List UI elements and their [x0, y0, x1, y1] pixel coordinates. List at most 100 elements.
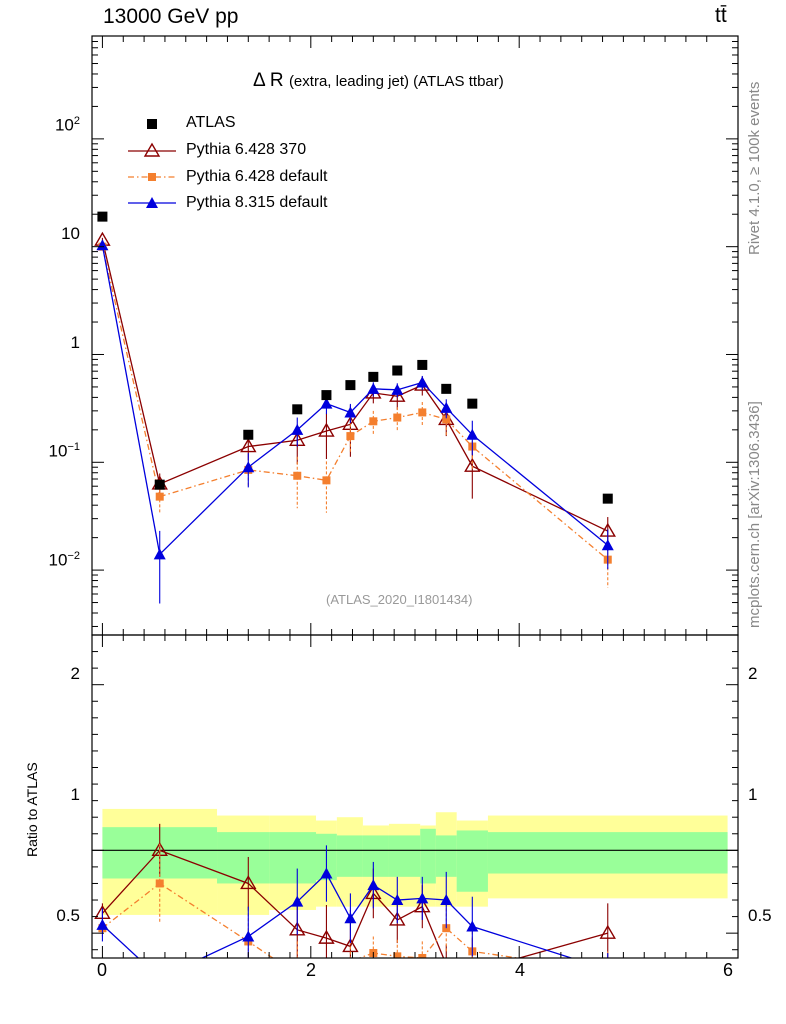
point-atlas — [441, 383, 452, 394]
point-py8-default — [242, 461, 255, 473]
point-py6-370 — [240, 438, 257, 453]
bot-ytick-label-2: 2 — [70, 664, 80, 683]
point-py8-default — [391, 383, 404, 395]
xtick-label-6: 6 — [723, 960, 734, 980]
top-ytick-label-1e-2: 10−2 — [48, 550, 80, 570]
point-py8-default — [466, 428, 479, 440]
ratio-point-py8-default — [344, 912, 357, 924]
bot-ytick-label-1: 1 — [70, 785, 80, 804]
point-py6-370 — [318, 422, 335, 437]
ratio-point-py8-default — [391, 894, 404, 906]
top-ytick-label-10: 10 — [61, 224, 80, 243]
process-label: tt̄ — [715, 4, 727, 27]
legend-label-py6-default: Pythia 6.428 default — [186, 168, 328, 185]
point-atlas — [345, 380, 356, 391]
point-atlas — [292, 404, 303, 415]
ratio-line-py6-370 — [101, 849, 608, 958]
point-py8-default — [440, 401, 453, 413]
ratio-point-py8-default — [242, 930, 255, 942]
bot-ytick-label-right-2: 2 — [748, 664, 758, 683]
point-py8-default — [416, 376, 429, 388]
point-py8-default — [601, 539, 614, 551]
series-line-py6-370 — [101, 239, 609, 532]
rivet-label: Rivet 4.1.0, ≥ 100k events — [746, 81, 763, 255]
ratio-band-inner — [217, 832, 270, 884]
point-py6-default — [155, 492, 164, 501]
legend-label-py6-370: Pythia 6.428 370 — [186, 141, 307, 158]
bot-ytick-label-0.5: 0.5 — [56, 906, 80, 925]
ratio-point-py6-default — [418, 954, 427, 958]
ratio-point-py8-default — [440, 894, 453, 906]
bot-ytick-label-right-1: 1 — [748, 785, 758, 804]
xtick-label-2: 2 — [306, 960, 317, 980]
plot-title-sub: (extra, leading jet) (ATLAS ttbar) — [288, 73, 504, 90]
point-atlas — [467, 398, 478, 409]
ratio-band-inner — [336, 835, 363, 877]
ratio-band-inner — [362, 835, 389, 877]
ratio-point-py6-370 — [389, 911, 406, 926]
ratio-point-py8-default — [291, 895, 304, 907]
ratio-band-inner — [388, 835, 421, 877]
point-atlas — [602, 493, 613, 504]
legend-label-atlas: ATLAS — [186, 114, 236, 131]
legend-label-py8-default: Pythia 8.315 default — [186, 194, 328, 211]
ratio-point-py6-default — [155, 879, 164, 888]
ratio-point-py6-370 — [318, 929, 335, 944]
point-py8-default — [96, 239, 109, 251]
point-atlas — [417, 359, 428, 370]
point-py8-default — [344, 406, 357, 418]
analysis-label: (ATLAS_2020_I1801434) — [326, 592, 473, 607]
point-py6-370 — [464, 457, 481, 472]
top-ytick-label-1: 1 — [70, 333, 80, 352]
ratio-point-py8-default — [367, 879, 380, 891]
point-py6-default — [418, 408, 427, 417]
ratio-point-py8-default — [466, 920, 479, 932]
bot-ytick-label-right-0.5: 0.5 — [748, 906, 772, 925]
point-py8-default — [291, 423, 304, 435]
point-atlas — [392, 365, 403, 376]
point-atlas — [321, 390, 332, 401]
point-py6-default — [442, 415, 451, 424]
point-py8-default — [367, 382, 380, 394]
ratio-ylabel: Ratio to ATLAS — [24, 762, 40, 857]
point-atlas — [368, 371, 379, 382]
point-py8-default — [153, 548, 166, 560]
ratio-band-inner — [435, 835, 457, 877]
point-py6-default — [322, 476, 331, 485]
xtick-label-0: 0 — [97, 960, 108, 980]
plot-title-main: Δ R — [253, 70, 284, 91]
ratio-band-inner — [420, 828, 436, 884]
legend-marker-atlas — [147, 119, 157, 129]
point-py6-default — [369, 417, 378, 426]
plot-title: Δ R (extra, leading jet) (ATLAS ttbar) — [253, 70, 504, 92]
top-ytick-label-100: 102 — [54, 115, 80, 135]
ratio-point-py8-default — [320, 867, 333, 879]
xtick-label-4: 4 — [515, 960, 526, 980]
ratio-point-py8-default — [96, 918, 109, 930]
ratio-series-group — [94, 823, 616, 958]
top-ytick-label-1e-1: 10−1 — [48, 441, 80, 461]
ratio-band-inner — [269, 832, 317, 884]
point-py6-default — [346, 432, 355, 441]
legend-marker-py6-370 — [143, 142, 161, 157]
point-py6-370 — [389, 387, 406, 402]
series-line-py6-default — [101, 246, 609, 561]
ratio-point-py6-370 — [599, 924, 616, 939]
legend-marker-py6-default — [148, 173, 156, 181]
ratio-line-py6-default — [102, 882, 522, 958]
ratio-point-py8-default — [416, 892, 429, 904]
ratio-band-inner — [456, 830, 488, 892]
beam-label: 13000 GeV pp — [103, 5, 239, 28]
point-py6-default — [293, 471, 302, 480]
point-atlas — [243, 429, 254, 440]
series-line-py8-default — [101, 245, 609, 556]
ratio-point-py6-370 — [289, 921, 306, 936]
ratio-point-py6-default — [393, 952, 402, 958]
point-py8-default — [320, 397, 333, 409]
ratio-point-py6-370 — [342, 938, 359, 953]
mcplots-label: mcplots.cern.ch [arXiv:1306.3436] — [746, 401, 763, 628]
ratio-band-inner — [487, 832, 728, 874]
point-atlas — [97, 211, 108, 222]
point-atlas — [154, 479, 165, 490]
